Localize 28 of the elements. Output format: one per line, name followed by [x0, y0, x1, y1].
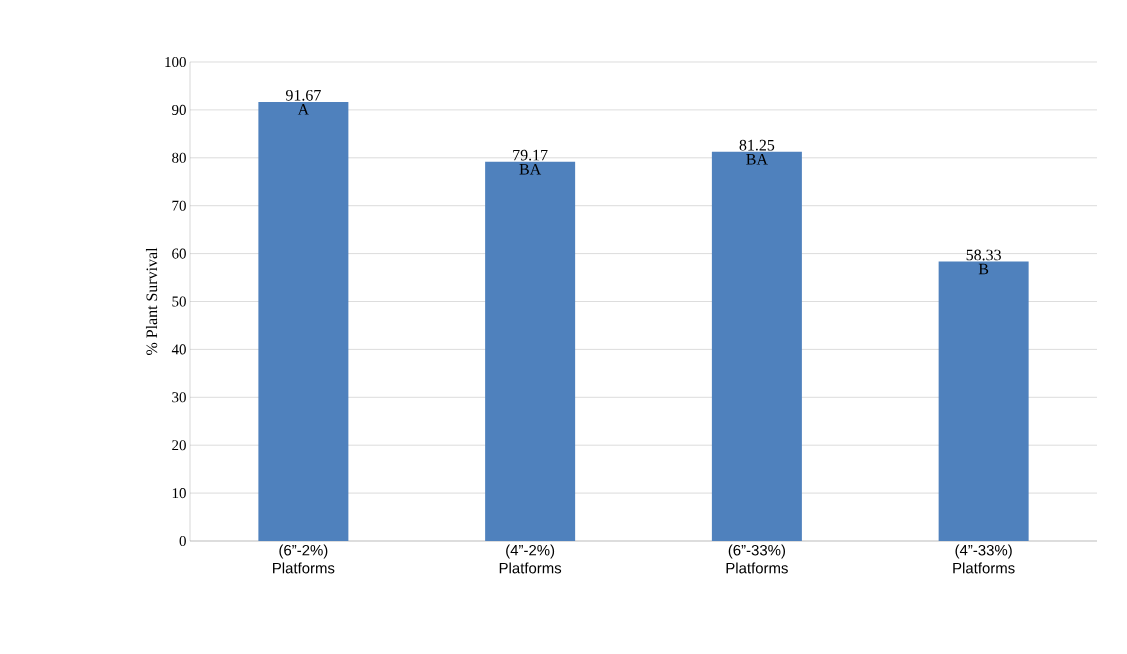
annotation: B — [978, 263, 989, 275]
data-label: 81.25 — [739, 139, 775, 151]
y-tick-label: 60 — [172, 248, 186, 259]
y-tick-label: 90 — [172, 104, 186, 115]
data-label: 79.17 — [513, 149, 548, 161]
data-label: 58.33 — [966, 249, 1001, 261]
y-tick-label: 50 — [172, 296, 186, 307]
bar — [258, 101, 349, 541]
annotation: A — [297, 104, 310, 115]
annotation: BA — [746, 154, 768, 165]
y-tick-label: 40 — [171, 344, 186, 355]
x-tick-label: (6”-33%) Platforms — [726, 544, 788, 574]
annotation: BA — [519, 163, 542, 175]
x-tick-label: (4”-2%) Platforms — [499, 544, 562, 574]
y-axis-title: % Plant Survival — [145, 247, 158, 355]
x-tick-label: (6”-2%) Platforms — [273, 544, 335, 574]
y-tick-label: 80 — [172, 152, 186, 163]
bar — [938, 261, 1029, 541]
x-tick-label: (4”-33%) Platforms — [953, 544, 1015, 574]
y-tick-label: 0 — [179, 535, 186, 547]
bar — [485, 161, 576, 541]
y-tick-label: 70 — [172, 200, 186, 211]
data-label: 91.67 — [285, 89, 321, 101]
y-tick-label: 30 — [172, 392, 186, 403]
bar — [711, 151, 802, 541]
y-tick-label: 100 — [165, 56, 186, 68]
y-tick-label: 10 — [172, 488, 186, 499]
y-tick-label: 20 — [172, 440, 186, 451]
